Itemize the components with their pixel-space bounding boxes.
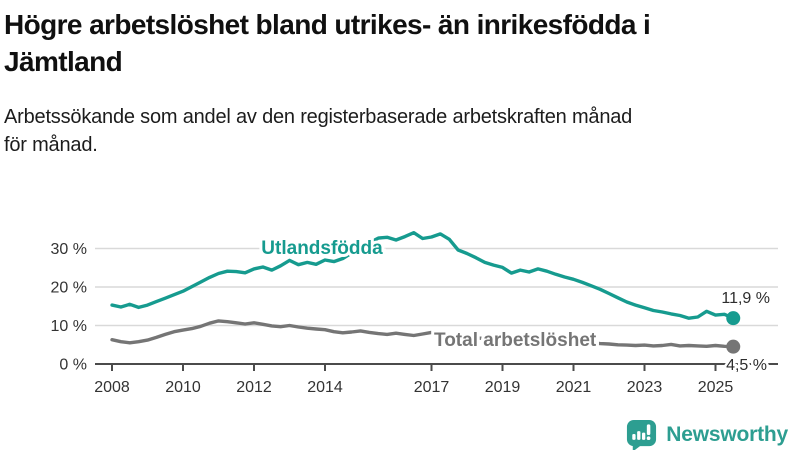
brand-name: Newsworthy (666, 423, 788, 446)
y-tick-label: 0 % (59, 357, 87, 374)
series-end-dot-utlandsf-dda (726, 311, 741, 326)
chart-subtitle-line-1: Arbetssökande som andel av den registerb… (4, 106, 633, 128)
x-tick-label: 2010 (165, 379, 201, 396)
x-tick-label: 2019 (485, 379, 521, 396)
x-tick-label: 2012 (236, 379, 272, 396)
chart-card: Högre arbetslöshet bland utrikes- än inr… (0, 6, 800, 450)
x-tick-label: 2025 (698, 379, 734, 396)
series-label-utlandsf-dda: Utlandsfödda (261, 238, 383, 259)
y-tick-label: 30 % (51, 241, 87, 258)
chart-subtitle: Arbetssökande som andel av den registerb… (4, 103, 790, 159)
series-label-total-arbetsl-shet: Total arbetslöshet (434, 330, 597, 351)
series-line-utlandsf-dda (110, 231, 735, 320)
x-tick-label: 2017 (414, 379, 450, 396)
y-tick-label: 10 % (51, 318, 87, 335)
bar-chart-speech-bubble-icon (627, 419, 657, 450)
chart-title-line-2: Jämtland (4, 46, 123, 77)
newsworthy-logo[interactable]: Newsworthy (625, 418, 788, 450)
series-end-dot-total-arbetsl-shet (726, 339, 741, 354)
series-line-total-arbetsl-shet (110, 319, 735, 349)
chart-subtitle-line-2: för månad. (4, 134, 98, 156)
chart-title-line-1: Högre arbetslöshet bland utrikes- än inr… (4, 9, 651, 40)
x-tick-label: 2014 (307, 379, 343, 396)
x-tick-label: 2021 (556, 379, 592, 396)
y-tick-label: 20 % (51, 280, 87, 297)
x-tick-label: 2008 (94, 379, 130, 396)
line-chart-svg: 2008 2010 2012 2014 2017 2019 2021 2023 2025 0 % 1… (51, 231, 778, 396)
x-tick-label: 2023 (627, 379, 663, 396)
chart-title: Högre arbetslöshet bland utrikes- än inr… (4, 6, 790, 80)
series-end-value-utlandsf-dda: 11,9 % (721, 290, 770, 307)
series-end-value-total-arbetsl-shet: 4,5 % (726, 357, 767, 374)
